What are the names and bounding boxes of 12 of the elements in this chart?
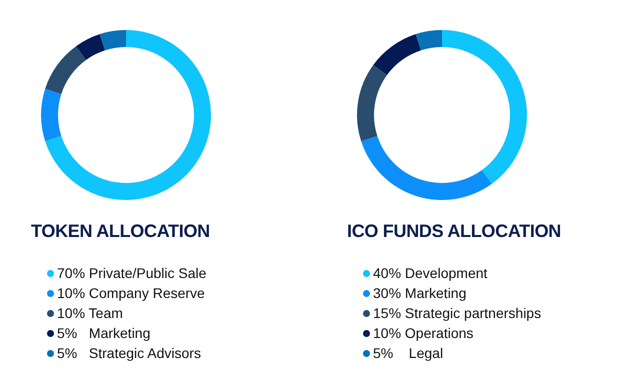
legend-label: 40% Development — [373, 264, 488, 283]
legend-label: 10% Team — [57, 304, 123, 323]
legend-label: 5% Marketing — [57, 324, 150, 343]
legend-label: 5% Legal — [373, 344, 444, 363]
legend-label: 15% Strategic partnerships — [373, 304, 542, 323]
text: ICO FUNDS ALLOCATION — [347, 221, 561, 242]
legend-label: 10% Operations — [373, 324, 474, 343]
legend-label: 5% Strategic Advisors — [57, 344, 201, 363]
legend-label: 30% Marketing — [373, 284, 466, 303]
legend-label: 70% Private/Public Sale — [57, 264, 206, 283]
text: TOKEN ALLOCATION — [31, 221, 210, 242]
legend-label: 10% Company Reserve — [57, 284, 205, 303]
